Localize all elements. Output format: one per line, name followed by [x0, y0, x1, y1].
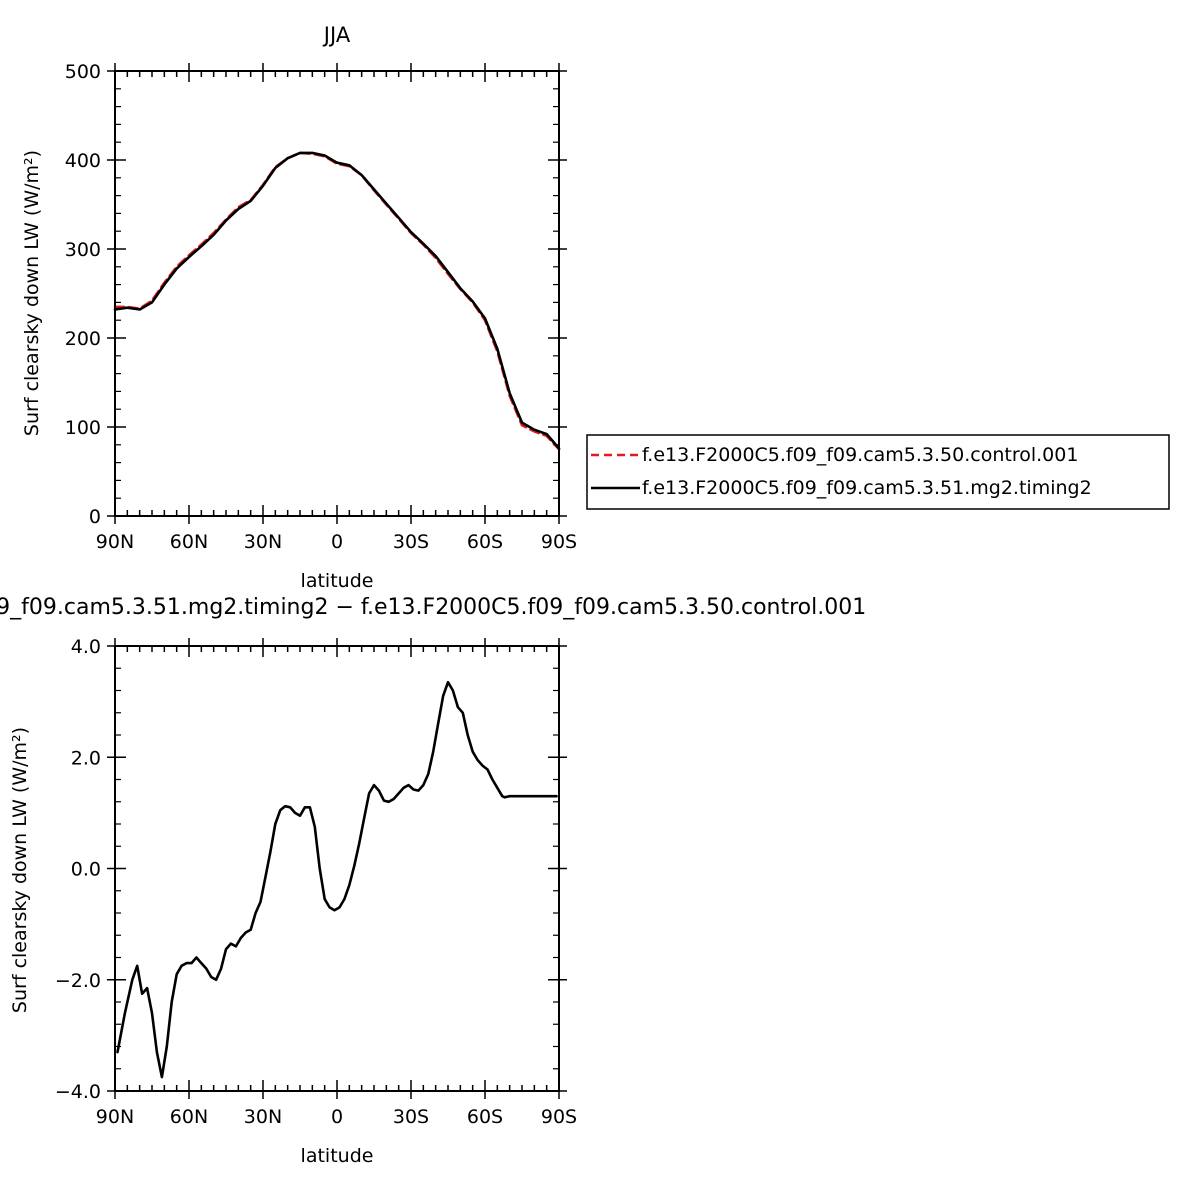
top-y-tick-label: 0 — [89, 506, 101, 528]
legend: f.e13.F2000C5.f09_f09.cam5.3.50.control.… — [586, 434, 1170, 510]
legend-entry-timing2: f.e13.F2000C5.f09_f09.cam5.3.51.mg2.timi… — [642, 477, 1092, 499]
top-y-tick-label: 500 — [65, 61, 101, 83]
bottom-y-axis-label: Surf clearsky down LW (W/m²) — [9, 727, 31, 1013]
top-x-tick-label: 30N — [244, 531, 282, 553]
top-ticks — [107, 63, 567, 524]
top-series — [113, 151, 561, 451]
top-y-axis-label: Surf clearsky down LW (W/m²) — [21, 150, 43, 436]
top-x-tick-label: 0 — [331, 531, 343, 553]
legend-entry-control: f.e13.F2000C5.f09_f09.cam5.3.50.control.… — [642, 444, 1078, 466]
bottom-x-tick-label: 30S — [393, 1106, 429, 1128]
bottom-ticks — [107, 638, 567, 1099]
bottom-x-tick-label: 60S — [467, 1106, 503, 1128]
bottom-y-tick-label: −2.0 — [55, 970, 101, 992]
bottom-plot-frame — [114, 645, 560, 1092]
bottom-x-tick-label: 30N — [244, 1106, 282, 1128]
bottom-x-tick-label: 90N — [96, 1106, 134, 1128]
bottom-y-tick-label: 4.0 — [71, 636, 101, 658]
top-series-line-0 — [113, 151, 561, 451]
bottom-series — [116, 680, 558, 1079]
top-y-tick-label: 400 — [65, 150, 101, 172]
bottom-y-tick-label: 0.0 — [71, 859, 101, 881]
top-y-tick-labels: 0 100 200 300 400 500 — [65, 61, 101, 528]
bottom-y-tick-label: 2.0 — [71, 747, 101, 769]
top-x-tick-labels: 90N 60N 30N 0 30S 60S 90S — [96, 531, 577, 553]
bottom-x-tick-labels: 90N 60N 30N 0 30S 60S 90S — [96, 1106, 577, 1128]
bottom-x-tick-label: 60N — [170, 1106, 208, 1128]
bottom-chart-title: f.e13.F2000C5.f09_f09.cam5.3.51.mg2.timi… — [0, 595, 866, 620]
top-panel: JJA 0 100 200 300 400 500 90N 60N 30N 0 30S 60S 90S… — [21, 23, 1170, 592]
top-y-tick-label: 300 — [65, 239, 101, 261]
top-x-axis-label: latitude — [301, 570, 374, 592]
bottom-x-axis-label: latitude — [301, 1145, 374, 1167]
bottom-y-tick-label: −4.0 — [55, 1081, 101, 1103]
top-y-tick-label: 100 — [65, 417, 101, 439]
top-x-tick-label: 60N — [170, 531, 208, 553]
top-x-tick-label: 60S — [467, 531, 503, 553]
legend-frame — [586, 434, 1170, 510]
bottom-series-line-0 — [116, 680, 558, 1079]
top-x-tick-label: 30S — [393, 531, 429, 553]
top-plot-frame — [114, 70, 560, 517]
bottom-x-tick-label: 90S — [541, 1106, 577, 1128]
top-y-tick-label: 200 — [65, 328, 101, 350]
bottom-y-tick-labels: −4.0 −2.0 0.0 2.0 4.0 — [55, 636, 101, 1103]
bottom-x-tick-label: 0 — [331, 1106, 343, 1128]
top-x-tick-label: 90S — [541, 531, 577, 553]
top-x-tick-label: 90N — [96, 531, 134, 553]
bottom-panel: f.e13.F2000C5.f09_f09.cam5.3.51.mg2.timi… — [0, 595, 866, 1167]
top-chart-title: JJA — [322, 23, 351, 47]
top-series-line-1 — [113, 151, 561, 450]
